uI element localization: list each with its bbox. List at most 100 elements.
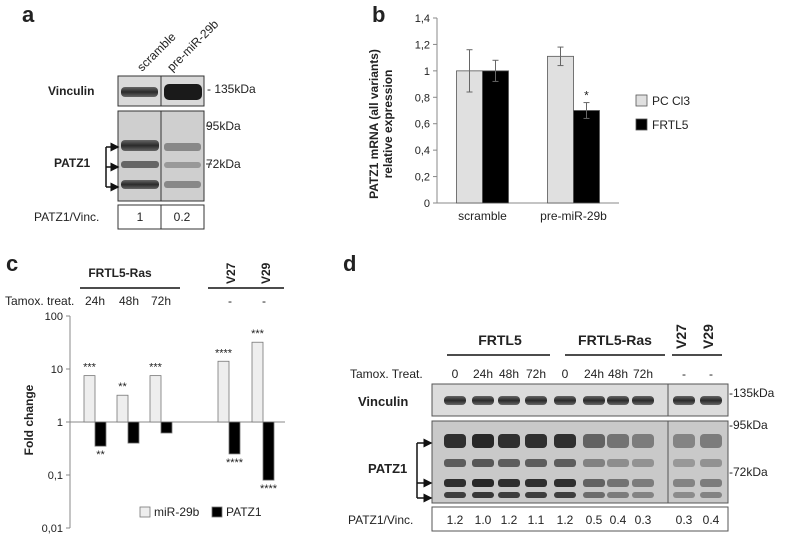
group-label-frtl5-d: FRTL5 [478, 332, 522, 348]
patz1-band-d-top [607, 434, 629, 448]
marker-135-a: - 135kDa [207, 82, 256, 96]
ratio-value-d: 0.4 [703, 513, 720, 527]
time-c-24h: 24h [85, 294, 105, 308]
patz1-band-d-mid [472, 459, 494, 467]
time-label-d: 72h [526, 367, 546, 381]
ratio-label-a: PATZ1/Vinc. [34, 210, 99, 224]
time-c-72h: 72h [151, 294, 171, 308]
chart-c-ytick-label: 10 [51, 364, 63, 376]
patz1-band-d-low [444, 479, 466, 487]
patz1-band-d-top [673, 434, 695, 448]
ratio-value-d: 0.4 [610, 513, 627, 527]
dash-c-v27: - [228, 294, 232, 308]
patz1-band-d-mid [700, 459, 722, 467]
chart-c: 0,010,1110100*************************mi… [42, 311, 285, 535]
chart-c-bar [94, 421, 107, 447]
time-label-d: 48h [608, 367, 628, 381]
marker-72-d: -72kDa [729, 465, 768, 479]
time-labels-d: 0 24h 48h 72h 0 24h 48h 72h - - [452, 367, 713, 381]
vinculin-band-d [700, 396, 722, 405]
chart-b-legend-swatch [635, 94, 648, 107]
chart-c-legend-label: PATZ1 [226, 505, 262, 519]
patz1-band-d-low [472, 479, 494, 487]
marker-135-d: -135kDa [729, 386, 775, 400]
vinculin-band-d [607, 396, 629, 405]
patz1-band-d-mid [554, 459, 576, 467]
patz1-band-d-low [554, 479, 576, 487]
ratio-value-d: 1.2 [557, 513, 574, 527]
patz1-band-d-low [632, 479, 654, 487]
patz1-band-d-top [700, 434, 722, 448]
patz1-band-d-top [472, 434, 494, 448]
chart-c-ytick-label: 100 [45, 311, 63, 323]
patz1-band-d-top [583, 434, 605, 448]
patz1-band-d-top [498, 434, 520, 448]
group-label-frtl5-ras-c: FRTL5-Ras [88, 266, 152, 280]
vinculin-band-scramble [121, 87, 158, 97]
chart-b-legend-label: FRTL5 [652, 118, 689, 132]
ratio-value-d: 0.3 [635, 513, 652, 527]
patz1-band-d-bottom [583, 492, 605, 498]
vinculin-band-d [498, 396, 520, 405]
panel-c: c FRTL5-Ras V27 V29 Tamox. treat. 24h 48… [5, 251, 285, 535]
patz1-label-d: PATZ1 [368, 461, 407, 476]
patz1-band-a-2 [121, 161, 159, 168]
chart-c-significance: ** [96, 449, 105, 461]
chart-c-bar [83, 375, 96, 423]
patz1-band-d-low [607, 479, 629, 487]
dash-c-v29: - [262, 294, 266, 308]
vinculin-band-d [472, 396, 494, 405]
chart-c-significance: *** [251, 328, 265, 340]
chart-b-annotation: * [584, 89, 589, 103]
vinculin-label-d: Vinculin [358, 394, 408, 409]
time-label-d: 24h [584, 367, 604, 381]
control-label-v27-d: V27 [673, 324, 689, 349]
panel-b: b PATZ1 mRNA (all variants) relative exp… [367, 2, 690, 223]
panel-d: d FRTL5 FRTL5-Ras V27 V29 Tamox. Treat. … [343, 251, 775, 532]
patz1-band-d-top [444, 434, 466, 448]
chart-c-significance: **** [215, 347, 233, 359]
chart-c-bar [262, 421, 275, 481]
patz1-band-d-bottom [673, 492, 695, 498]
control-label-v29-c: V29 [259, 262, 273, 284]
patz1-band-a-1 [121, 140, 159, 151]
chart-c-bar [116, 394, 129, 423]
vinculin-band-d [583, 396, 605, 405]
chart-b-ytick-label: 1 [424, 66, 430, 78]
patz1-band-d-bottom [444, 492, 466, 498]
time-label-d: 0 [452, 367, 459, 381]
patz1-band-d-top [632, 434, 654, 448]
patz1-band-a-3 [121, 180, 159, 189]
group-label-frtl5-ras-d: FRTL5-Ras [578, 332, 652, 348]
patz1-band-d-bottom [607, 492, 629, 498]
marker-95-a: 95kDa [206, 119, 241, 133]
time-label-d: 48h [499, 367, 519, 381]
vinculin-bands-d [444, 396, 722, 405]
patz1-band-d-bottom [632, 492, 654, 498]
time-c-48h: 48h [119, 294, 139, 308]
time-label-d: 0 [562, 367, 569, 381]
patz1-band-d-low [673, 479, 695, 487]
patz1-band-a-4 [164, 143, 201, 151]
control-label-v29-d: V29 [700, 324, 716, 349]
patz1-band-d-bottom [525, 492, 547, 498]
chart-c-significance: ** [118, 381, 127, 393]
patz1-band-d-low [700, 479, 722, 487]
vinculin-band-d [632, 396, 654, 405]
panel-a: a scramble pre-miR-29b Vinculin - 135kDa… [22, 2, 256, 230]
chart-b-legend-swatch [635, 118, 648, 131]
chart-b: 0 0,2 0,4 0,6 0,8 1 1,2 1,4 scramble pre-miR-29b *… [415, 13, 691, 223]
patz1-band-d-bottom [498, 492, 520, 498]
vinculin-band-d [444, 396, 466, 405]
ratio-label-d: PATZ1/Vinc. [348, 513, 413, 527]
patz1-band-d-bottom [700, 492, 722, 498]
ratio-value-d: 1.2 [501, 513, 518, 527]
marker-72-a: 72kDa [206, 157, 241, 171]
patz1-band-d-mid [444, 459, 466, 467]
ratio-value-d: 1.2 [447, 513, 464, 527]
chart-c-ylabel: Fold change [22, 384, 36, 455]
time-label-d: 72h [633, 367, 653, 381]
vinculin-label-a: Vinculin [48, 84, 94, 98]
ratio-a-mir: 0.2 [174, 210, 191, 224]
